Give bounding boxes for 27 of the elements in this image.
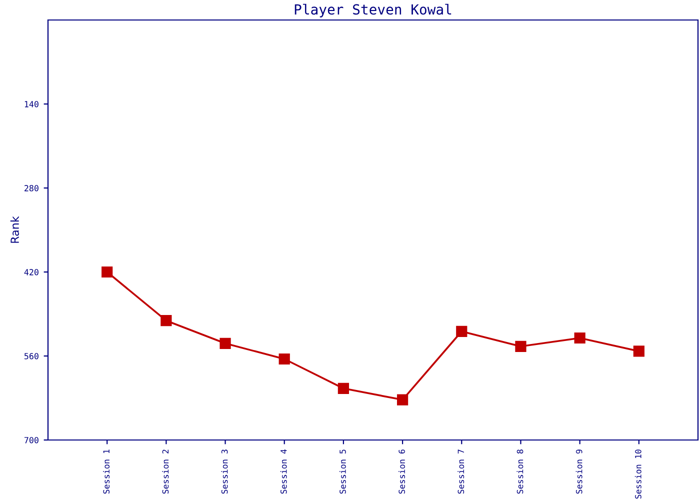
y-tick-label: 560 (24, 353, 38, 360)
y-tick-label: 420 (24, 269, 38, 276)
x-tick-label: Session 10 (634, 450, 642, 499)
x-tick-label: Session 7 (458, 450, 464, 494)
x-tick-label: Session 1 (103, 450, 110, 494)
point (160, 315, 172, 326)
point (633, 346, 644, 357)
x-tick-label: Session 9 (576, 450, 582, 494)
x-tick-label: Session 4 (280, 449, 287, 494)
x-tick-label: Session 2 (162, 450, 169, 494)
point (338, 382, 350, 394)
y-axis-title: Rank (10, 216, 19, 243)
chart-title: Player Steven Kowal (294, 4, 452, 18)
point (574, 332, 586, 344)
point (515, 340, 526, 352)
point (396, 394, 408, 406)
x-tick-label: Session 5 (339, 450, 346, 494)
x-tick-label: Session 6 (398, 450, 405, 494)
y-tick-label: 700 (24, 437, 38, 444)
y-tick-label: 280 (24, 185, 38, 192)
x-tick-label: Session 3 (221, 450, 228, 494)
point (220, 338, 231, 349)
point (456, 326, 468, 337)
x-tick-label: Session 8 (516, 450, 524, 494)
point (102, 266, 113, 278)
y-tick-label: 140 (24, 101, 38, 108)
point (278, 353, 290, 365)
